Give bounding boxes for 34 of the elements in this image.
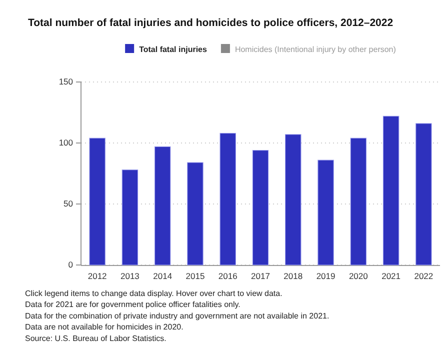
bar — [382, 116, 400, 266]
bar — [187, 162, 204, 266]
bar — [416, 123, 432, 266]
bar — [252, 150, 269, 266]
bar — [350, 138, 367, 266]
x-tick-label: 2021 — [382, 271, 401, 282]
legend-label: Total fatal injuries — [139, 45, 208, 54]
x-tick-label: 2016 — [218, 271, 238, 282]
x-tick-label: 2020 — [348, 271, 368, 282]
x-tick-label: 2019 — [316, 271, 336, 282]
y-tick-label: 100 — [58, 138, 74, 148]
x-tick-label: 2018 — [284, 271, 303, 282]
y-tick-label: 50 — [64, 198, 74, 209]
y-tick-label: 150 — [58, 76, 74, 87]
source-note: Source: U.S. Bureau of Labor Statistics. — [25, 334, 166, 343]
x-tick-label: 2013 — [120, 271, 140, 282]
text: Click legend items to change data display. Hover over chart to view data. — [25, 289, 282, 298]
text: Data for 2021 are for government police officer fatalities only. — [25, 300, 240, 310]
x-tick-label: 2014 — [153, 271, 172, 282]
bar — [220, 132, 236, 266]
x-tick-label: 2015 — [186, 271, 205, 282]
x-tick-label: 2017 — [251, 271, 270, 282]
bar — [89, 138, 106, 266]
text: Data are not available for homicides in 2020. — [25, 322, 184, 332]
x-tick-label: 2022 — [414, 271, 434, 282]
text: Data for the combination of private industry and government are not available in 2021. — [25, 311, 330, 320]
x-tick-label: 2012 — [88, 271, 108, 282]
bar — [154, 146, 171, 266]
bar — [122, 170, 138, 266]
y-tick-label: 0 — [68, 260, 74, 270]
legend-label: Homicides (Intentional injury by other person) — [234, 45, 396, 54]
bar — [318, 160, 334, 266]
bar — [285, 134, 302, 266]
chart-title: Total number of fatal injuries and homicides to police officers, 2012–2022 — [28, 17, 394, 29]
